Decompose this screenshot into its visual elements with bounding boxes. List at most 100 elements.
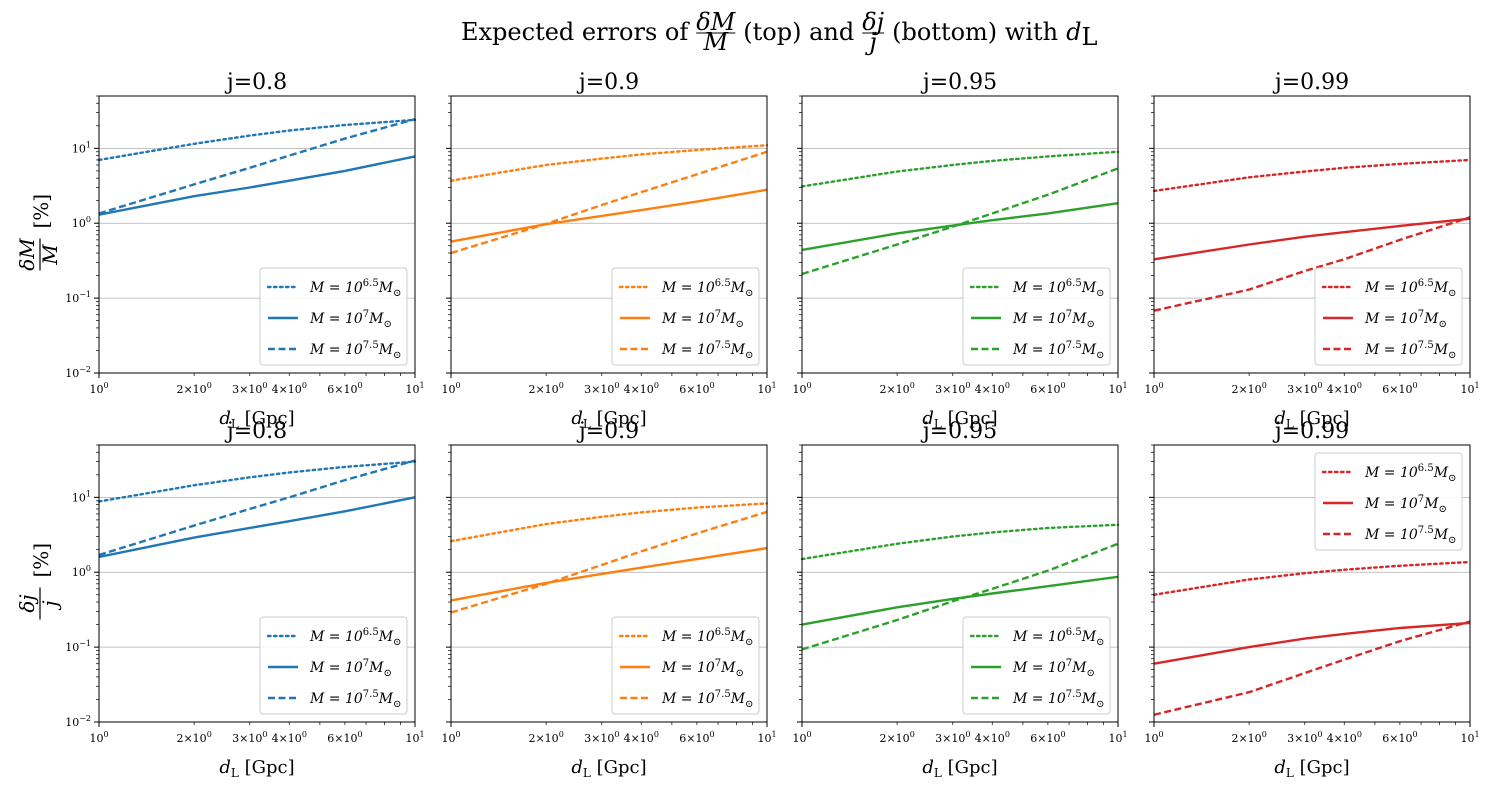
series-line-solid (450, 188, 768, 243)
x-tick-label: 101 (1460, 730, 1479, 745)
x-tick-label: 6×100 (1382, 730, 1417, 745)
series-line-solid (450, 546, 768, 602)
series-line-dashed (801, 542, 1119, 651)
legend-label: M = 107.5M⊙ (1364, 340, 1456, 361)
legend-frame (259, 616, 408, 715)
panel-bottom-4: 100 2×100 3×100 4×100 6×100 101 j=0.99 dL [Gpc]… (1144, 419, 1479, 780)
x-tick-label: 3×100 (935, 381, 970, 396)
panel-title: j=0.8 (224, 419, 287, 444)
x-tick-label: 6×100 (679, 381, 714, 396)
ylabel-unit: [%] (29, 194, 53, 229)
legend-label: M = 107.5M⊙ (309, 689, 401, 710)
legend: M = 106.5M⊙ M = 107M⊙ M = 107.5M⊙ (1314, 267, 1463, 366)
x-tick-label: 100 (1144, 730, 1163, 745)
panel-title: j=0.95 (920, 419, 997, 444)
panel-top-4: 100 2×100 3×100 4×100 6×100 101 j=0.99 dL [Gpc]… (1144, 70, 1479, 431)
x-tick-label: 4×100 (624, 381, 659, 396)
legend-frame (962, 616, 1111, 715)
x-axis-label: dL [Gpc] (922, 408, 997, 431)
series-line-dashed (98, 459, 416, 557)
y-tick-label: 101 (72, 489, 91, 504)
legend-frame (1314, 267, 1463, 366)
x-axis-label: dL [Gpc] (1274, 757, 1349, 780)
legend: M = 106.5M⊙ M = 107M⊙ M = 107.5M⊙ (611, 267, 760, 366)
title-frac1-num: δM (696, 8, 736, 36)
legend-label: M = 107.5M⊙ (1364, 525, 1456, 546)
series-line-solid (98, 155, 416, 216)
title-frac1-den: M (702, 28, 729, 56)
series-line-dotted (449, 502, 769, 543)
x-tick-label: 4×100 (624, 730, 659, 745)
panel-title: j=0.95 (920, 70, 997, 95)
title-text-3: (bottom) with (892, 18, 1058, 46)
series-line-dotted (1152, 560, 1472, 596)
x-tick-label: 3×100 (232, 730, 267, 745)
legend: M = 106.5M⊙ M = 107M⊙ M = 107.5M⊙ (962, 267, 1111, 366)
ylabel-denominator: j (38, 600, 62, 610)
title-text-2: (top) and (743, 18, 854, 46)
x-tick-label: 6×100 (1030, 730, 1065, 745)
x-tick-label: 2×100 (528, 381, 563, 396)
series-line-dashed (1153, 216, 1471, 312)
panel-title: j=0.9 (576, 70, 639, 95)
x-tick-label: 6×100 (327, 730, 362, 745)
x-axis-label: dL [Gpc] (922, 757, 997, 780)
x-tick-label: 4×100 (1327, 381, 1362, 396)
legend-label: M = 106.5M⊙ (1012, 278, 1104, 299)
legend-label: M = 106.5M⊙ (661, 278, 753, 299)
y-tick-label: 100 (72, 564, 91, 579)
ylabel-denominator: M (38, 244, 62, 266)
legend-label: M = 107M⊙ (1364, 494, 1447, 515)
legend-label: M = 107M⊙ (1012, 309, 1095, 330)
series-line-solid (1153, 621, 1471, 665)
series-line-dotted (800, 150, 1120, 188)
title-text-1: Expected errors of (461, 18, 690, 46)
x-tick-label: 101 (757, 381, 776, 396)
x-tick-label: 100 (792, 381, 811, 396)
legend-label: M = 107M⊙ (661, 658, 744, 679)
row-ylabels: δM M [%] δj j [%] (15, 194, 62, 620)
legend-label: M = 107M⊙ (1012, 658, 1095, 679)
series-line-solid (801, 202, 1119, 252)
title-var-sub: L (1081, 23, 1097, 51)
x-tick-label: 2×100 (879, 381, 914, 396)
series-line-dashed (450, 150, 768, 255)
panel-title: j=0.99 (1272, 419, 1349, 444)
y-tick-label: 10−2 (65, 714, 91, 729)
legend-label: M = 107M⊙ (309, 309, 392, 330)
legend-label: M = 106.5M⊙ (1012, 627, 1104, 648)
panel-title: j=0.9 (576, 419, 639, 444)
legend-label: M = 107M⊙ (1364, 309, 1447, 330)
x-tick-label: 6×100 (679, 730, 714, 745)
panel-title: j=0.8 (224, 70, 287, 95)
legend: M = 106.5M⊙ M = 107M⊙ M = 107.5M⊙ (259, 616, 408, 715)
x-tick-label: 100 (441, 730, 460, 745)
x-tick-label: 4×100 (272, 730, 307, 745)
x-tick-label: 3×100 (1287, 381, 1322, 396)
legend-frame (611, 616, 760, 715)
ylabel-numerator: δM (15, 238, 39, 271)
legend-frame (611, 267, 760, 366)
legend-label: M = 106.5M⊙ (309, 627, 401, 648)
y-tick-label: 10−2 (65, 365, 91, 380)
x-tick-label: 3×100 (935, 730, 970, 745)
series-line-dotted (97, 118, 417, 162)
subplot-grid: 100 2×100 3×100 4×100 6×100 101 10−2 10−1 100 101… (65, 70, 1479, 780)
row-ylabel-2: δj j [%] (15, 543, 62, 620)
legend-label: M = 107.5M⊙ (661, 340, 753, 361)
series-line-solid (1153, 217, 1471, 261)
x-tick-label: 101 (1108, 730, 1127, 745)
series-line-solid (98, 496, 416, 559)
legend-frame (1314, 452, 1463, 551)
legend: M = 106.5M⊙ M = 107M⊙ M = 107.5M⊙ (962, 616, 1111, 715)
x-tick-label: 100 (792, 730, 811, 745)
legend-frame (962, 267, 1111, 366)
y-tick-label: 101 (72, 140, 91, 155)
x-tick-label: 6×100 (1030, 381, 1065, 396)
legend-label: M = 106.5M⊙ (1364, 278, 1456, 299)
x-tick-label: 3×100 (232, 381, 267, 396)
x-tick-label: 101 (405, 730, 424, 745)
panel-top-3: 100 2×100 3×100 4×100 6×100 101 j=0.95 dL [Gpc]… (792, 70, 1127, 431)
legend-label: M = 107.5M⊙ (661, 689, 753, 710)
x-tick-label: 3×100 (1287, 730, 1322, 745)
